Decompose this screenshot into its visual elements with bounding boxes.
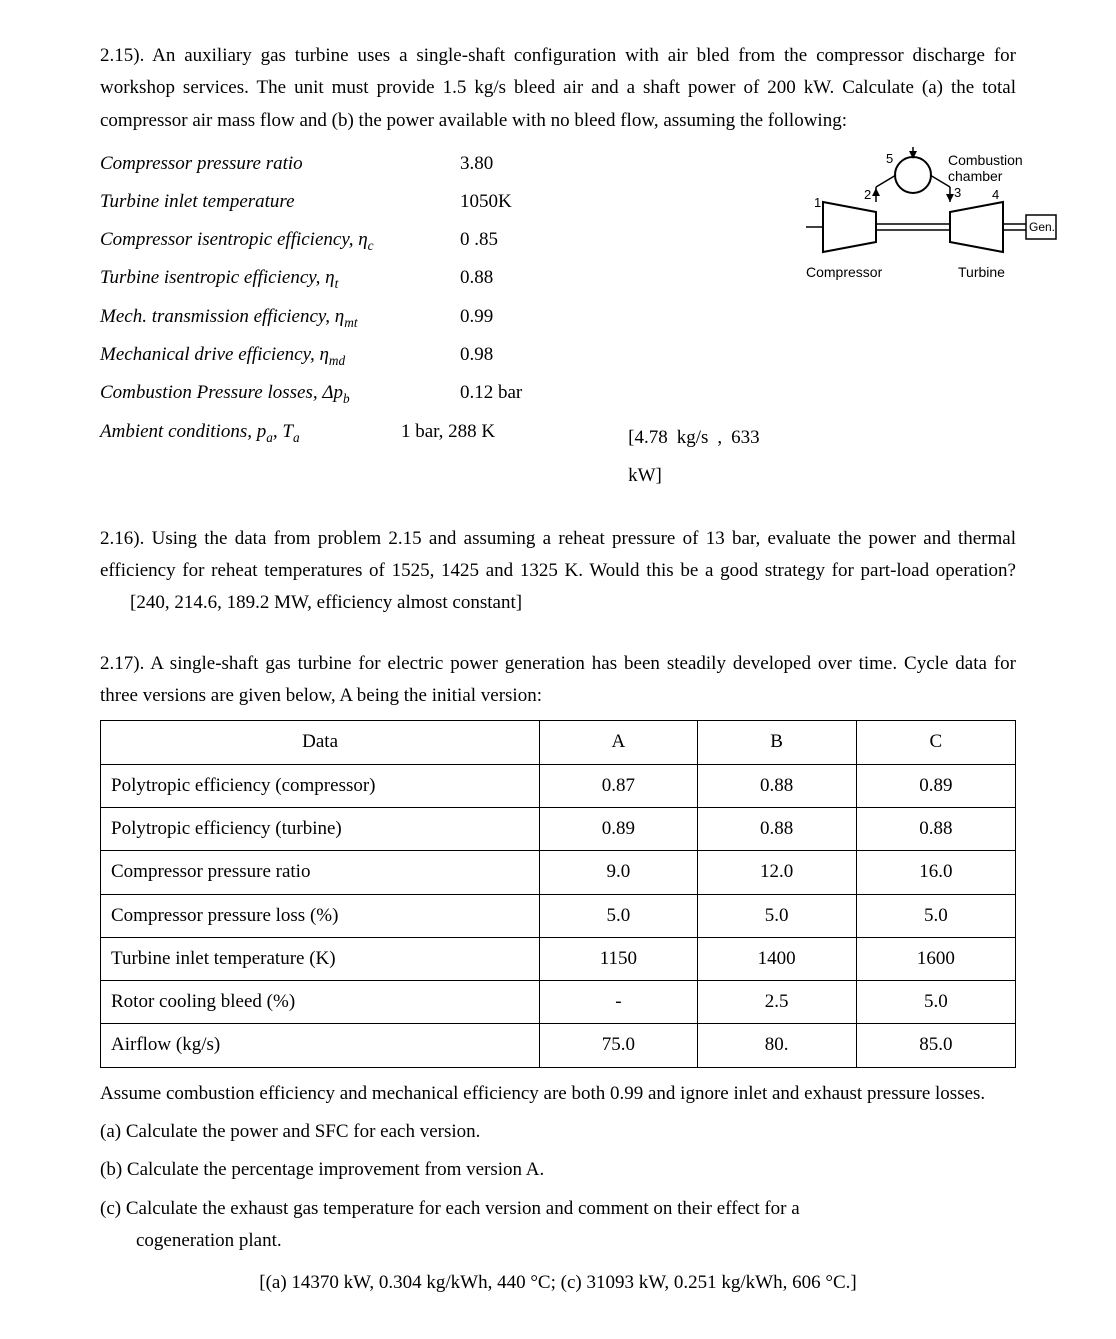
param-row: Combustion Pressure losses, Δpb 0.12 bar	[100, 374, 760, 412]
data-table: Data A B C Polytropic efficiency (compre…	[100, 720, 1016, 1067]
param-label: Mechanical drive efficiency, ηmd	[100, 336, 460, 374]
params-list: Compressor pressure ratio 3.80 Turbine i…	[100, 145, 760, 495]
svg-text:1: 1	[814, 195, 821, 210]
params-block: Compressor pressure ratio 3.80 Turbine i…	[100, 145, 1016, 495]
col-data: Data	[101, 721, 540, 764]
param-label: Turbine inlet temperature	[100, 183, 460, 221]
param-row: Turbine inlet temperature 1050K	[100, 183, 760, 221]
problem-215: 2.15). An auxiliary gas turbine uses a s…	[100, 40, 1016, 495]
param-value: 0.12 bar	[460, 374, 660, 412]
label-turbine: Turbine	[958, 264, 1005, 280]
label-chamber: chamber	[948, 168, 1003, 184]
label-combustion: Combustion	[948, 152, 1023, 168]
col-a: A	[540, 721, 697, 764]
table-row: Airflow (kg/s)75.080.85.0	[101, 1024, 1016, 1067]
param-value: 1050K	[460, 183, 660, 221]
label-gen: Gen.	[1029, 220, 1055, 234]
problem-217: 2.17). A single-shaft gas turbine for el…	[100, 648, 1016, 1300]
problem-216-text: 2.16). Using the data from problem 2.15 …	[100, 528, 1016, 581]
param-row: Mech. transmission efficiency, ηmt 0.99	[100, 298, 760, 336]
table-row: Polytropic efficiency (compressor)0.870.…	[101, 764, 1016, 807]
problem-215-text: 2.15). An auxiliary gas turbine uses a s…	[100, 40, 1016, 137]
table-row: Turbine inlet temperature (K)11501400160…	[101, 937, 1016, 980]
answer-217: [(a) 14370 kW, 0.304 kg/kWh, 440 °C; (c)…	[100, 1267, 1016, 1299]
problem-217-intro: 2.17). A single-shaft gas turbine for el…	[100, 648, 1016, 713]
param-value: 0.98	[460, 336, 660, 374]
svg-text:3: 3	[954, 185, 961, 200]
param-value: 1 bar, 288 K	[401, 413, 568, 495]
answer-215: [4.78 kg/s , 633 kW]	[628, 419, 759, 495]
param-value: 0.99	[460, 298, 660, 336]
table-header-row: Data A B C	[101, 721, 1016, 764]
item-c-cont: cogeneration plant.	[100, 1225, 1016, 1257]
label-compressor: Compressor	[806, 264, 883, 280]
svg-text:4: 4	[992, 187, 999, 202]
answer-216: [240, 214.6, 189.2 MW, efficiency almost…	[130, 592, 522, 613]
param-label: Compressor isentropic efficiency, ηc	[100, 221, 460, 259]
param-value: 0.88	[460, 259, 660, 297]
param-label: Turbine isentropic efficiency, ηt	[100, 259, 460, 297]
param-row: Turbine isentropic efficiency, ηt 0.88	[100, 259, 760, 297]
param-row: Ambient conditions, pa, Ta 1 bar, 288 K …	[100, 413, 760, 495]
param-label: Combustion Pressure losses, Δpb	[100, 374, 460, 412]
col-b: B	[697, 721, 856, 764]
table-row: Compressor pressure ratio9.012.016.0	[101, 851, 1016, 894]
turbine-diagram: Combustion chamber 5 2 3 1	[760, 145, 1058, 318]
param-label: Mech. transmission efficiency, ηmt	[100, 298, 460, 336]
param-label: Compressor pressure ratio	[100, 145, 460, 183]
table-row: Compressor pressure loss (%)5.05.05.0	[101, 894, 1016, 937]
param-label: Ambient conditions, pa, Ta	[100, 413, 401, 495]
table-row: Polytropic efficiency (turbine)0.890.880…	[101, 807, 1016, 850]
param-row: Compressor pressure ratio 3.80	[100, 145, 760, 183]
svg-text:2: 2	[864, 187, 871, 202]
param-row: Compressor isentropic efficiency, ηc 0 .…	[100, 221, 760, 259]
col-c: C	[856, 721, 1015, 764]
item-a: (a) Calculate the power and SFC for each…	[100, 1116, 1016, 1148]
svg-text:5: 5	[886, 151, 893, 166]
table-row: Rotor cooling bleed (%)-2.55.0	[101, 981, 1016, 1024]
item-c: (c) Calculate the exhaust gas temperatur…	[100, 1193, 1016, 1225]
problem-216: 2.16). Using the data from problem 2.15 …	[100, 523, 1016, 620]
param-row: Mechanical drive efficiency, ηmd 0.98	[100, 336, 760, 374]
assume-text: Assume combustion efficiency and mechani…	[100, 1078, 1016, 1110]
param-value: 3.80	[460, 145, 660, 183]
item-b: (b) Calculate the percentage improvement…	[100, 1154, 1016, 1186]
param-value: 0 .85	[460, 221, 660, 259]
